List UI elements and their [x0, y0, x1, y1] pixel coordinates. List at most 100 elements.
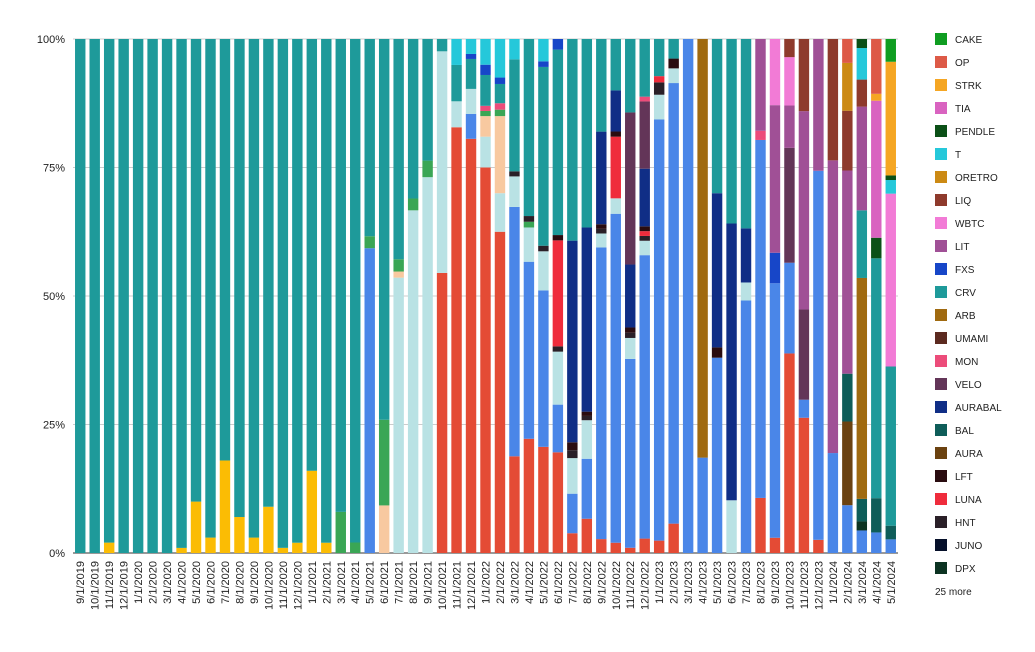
- bar-segment-crv: [132, 39, 144, 553]
- x-tick-label: 1/1/2023: [654, 561, 666, 604]
- bar-segment-crv: [378, 39, 390, 420]
- bar-segment-lit: [769, 105, 781, 253]
- bar-segment-velo: [798, 309, 810, 400]
- bar-segment-lit: [784, 105, 795, 148]
- legend-label: BAL: [955, 426, 974, 437]
- bar-segment-other: [552, 404, 564, 453]
- bar-segment-hnt: [552, 346, 564, 352]
- x-tick-label: 8/1/2022: [582, 561, 594, 604]
- bar-segment-oretro: [842, 62, 853, 111]
- bar-segment-other: [277, 547, 289, 553]
- legend-swatch: [935, 447, 947, 459]
- x-tick-label: 11/1/2019: [104, 561, 116, 609]
- bar-segment-other: [422, 177, 433, 553]
- bar-segment-other: [538, 251, 549, 291]
- x-tick-label: 7/1/2020: [220, 561, 232, 604]
- bar-segment-hnt: [509, 171, 520, 177]
- bar-segment-other: [871, 532, 882, 553]
- x-tick-label: 6/1/2023: [727, 561, 739, 604]
- bar-segment-hnt: [625, 332, 636, 338]
- bar-segment-other: [538, 446, 549, 553]
- bar-segment-lft: [567, 442, 578, 451]
- bar-segment-strk: [871, 93, 882, 101]
- x-tick-label: 12/1/2023: [813, 561, 825, 610]
- bar-segment-bal: [856, 498, 868, 522]
- legend-label: CRV: [955, 288, 976, 299]
- bar-segment-lft: [581, 411, 593, 416]
- bar-segment-other: [842, 505, 853, 553]
- bar-segment-crv: [509, 59, 520, 172]
- legend-more-link[interactable]: 25 more: [935, 587, 972, 598]
- bar-segment-other: [480, 136, 491, 168]
- bar-segment-lit: [798, 111, 810, 310]
- bar-segment-other: [494, 193, 506, 232]
- bar-segment-crv: [523, 39, 535, 217]
- bar-segment-other: [451, 127, 462, 553]
- bar-segment-other: [813, 539, 824, 553]
- bar-segment-crv: [219, 39, 231, 461]
- bar-segment-t: [494, 39, 506, 78]
- bar-segment-other: [639, 240, 650, 256]
- bar-segment-liq: [842, 110, 853, 171]
- bar-segment-other: [509, 206, 520, 457]
- x-tick-label: 5/1/2023: [712, 561, 724, 604]
- bar-segment-other: [769, 537, 781, 553]
- bar-segment-velo: [639, 101, 650, 169]
- legend-label: ARB: [955, 311, 976, 322]
- bar-segment-other: [494, 231, 506, 553]
- bar-segment-hnt: [567, 450, 578, 459]
- bar-segment-other: [523, 221, 535, 228]
- bar-segment-other: [176, 547, 187, 553]
- bar-segment-other: [205, 537, 216, 553]
- legend-label: LIT: [955, 242, 969, 253]
- x-tick-label: 2/1/2024: [842, 561, 854, 604]
- x-axis: 9/1/2019 10/1/2019 11/1/2019 12/1/2019 1/1/2…: [75, 561, 898, 610]
- bar-segment-aurabal: [711, 193, 723, 348]
- legend-label: HNT: [955, 518, 976, 529]
- x-tick-label: 3/1/2020: [162, 561, 174, 604]
- bar-segment-other: [711, 357, 723, 553]
- legend-swatch: [935, 309, 947, 321]
- bar-segment-crv: [653, 39, 665, 77]
- x-tick-label: 3/1/2024: [857, 561, 869, 604]
- x-tick-label: 7/1/2022: [567, 561, 579, 604]
- bar-segment-other: [596, 247, 607, 540]
- bar-segment-crv: [885, 366, 896, 526]
- bar-segment-other: [234, 517, 245, 553]
- bar-segment-crv: [205, 39, 216, 538]
- bar-segment-other: [103, 542, 115, 553]
- legend-swatch: [935, 332, 947, 344]
- x-tick-label: 5/1/2024: [886, 561, 898, 604]
- x-tick-label: 4/1/2020: [177, 561, 189, 604]
- bar-segment-crv: [263, 39, 274, 507]
- y-tick-label: 50%: [43, 291, 65, 303]
- x-tick-label: 9/1/2020: [249, 561, 261, 604]
- bar-segment-liq: [856, 79, 868, 107]
- bar-segment-crv: [871, 258, 882, 499]
- legend-swatch: [935, 33, 947, 45]
- y-tick-label: 100%: [37, 34, 65, 46]
- bar-segment-mon: [480, 105, 491, 111]
- bar-segment-t: [509, 39, 520, 60]
- legend-swatch: [935, 125, 947, 137]
- x-tick-label: 11/1/2022: [625, 561, 637, 609]
- bar-segment-arb: [697, 39, 708, 458]
- x-tick-label: 9/1/2019: [75, 561, 87, 604]
- bar-segment-pendle: [885, 175, 896, 181]
- bar-segment-crv: [118, 39, 129, 553]
- bar-segment-other: [219, 460, 231, 553]
- bar-segment-other: [480, 167, 491, 553]
- x-tick-label: 5/1/2021: [365, 561, 377, 604]
- bar-segment-lft: [610, 131, 621, 137]
- bar-segment-crv: [75, 39, 86, 553]
- bar-segment-crv: [335, 39, 346, 512]
- x-tick-label: 7/1/2023: [741, 561, 753, 604]
- bar-segment-hnt: [596, 228, 607, 234]
- bar-segment-other: [581, 420, 593, 459]
- bar-segment-crv: [190, 39, 202, 502]
- bar-segment-other: [422, 160, 433, 178]
- bar-segment-dpx: [856, 521, 868, 531]
- bar-segment-lit: [827, 160, 839, 454]
- legend-label: VELO: [955, 380, 982, 391]
- bar-segment-other: [798, 417, 810, 553]
